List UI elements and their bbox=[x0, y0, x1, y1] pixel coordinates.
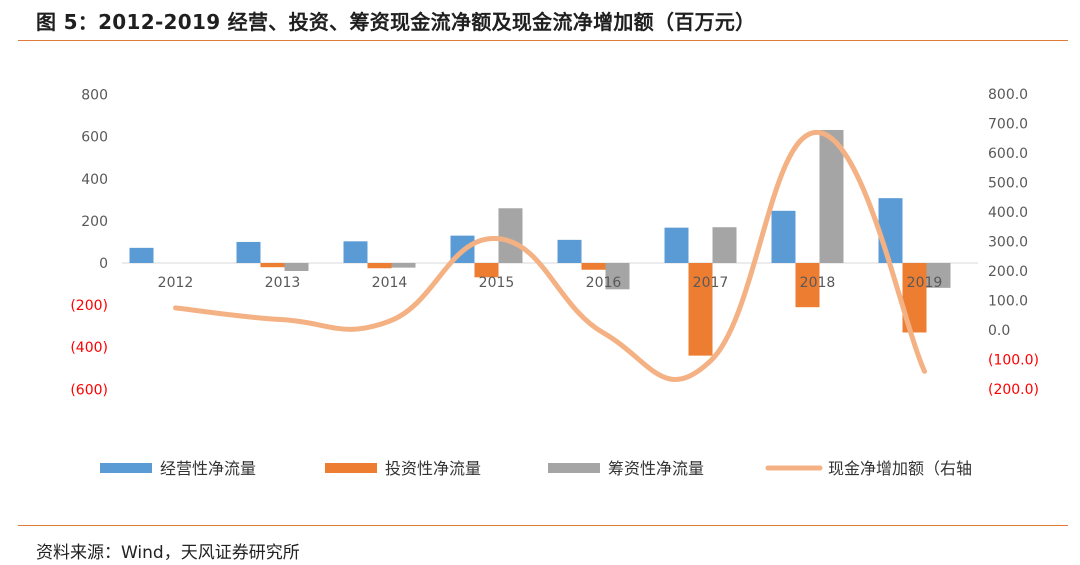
right-axis-tick-label: 400.0 bbox=[988, 205, 1028, 221]
right-axis-tick-label: (200.0) bbox=[988, 382, 1039, 398]
bar-3-2014 bbox=[391, 263, 416, 268]
bar-1-2018 bbox=[771, 210, 796, 263]
left-axis-tick-label: 400 bbox=[81, 172, 108, 188]
bar-3-2016 bbox=[605, 263, 630, 290]
bar-1-2014 bbox=[343, 241, 368, 263]
legend-swatch-3 bbox=[548, 463, 600, 473]
bar-1-2019 bbox=[878, 198, 903, 263]
right-axis-tick-label: 500.0 bbox=[988, 176, 1028, 192]
left-axis-tick-label: (400) bbox=[70, 340, 108, 356]
right-axis-tick-label: 700.0 bbox=[988, 117, 1028, 133]
bar-1-2012 bbox=[129, 247, 154, 263]
right-axis-tick-label: 300.0 bbox=[988, 235, 1028, 251]
right-axis-tick-label: 600.0 bbox=[988, 146, 1028, 162]
x-axis-tick-label: 2018 bbox=[800, 275, 836, 291]
bar-2-2014 bbox=[367, 263, 392, 269]
net-increase-line bbox=[173, 129, 927, 382]
footer-divider bbox=[18, 525, 1068, 526]
left-axis-tick-label: (600) bbox=[70, 382, 108, 398]
header-divider bbox=[18, 40, 1068, 41]
left-axis-tick-label: 200 bbox=[81, 214, 108, 230]
right-axis-tick-label: 0.0 bbox=[988, 323, 1010, 339]
legend-label-4: 现金净增加额（右轴 bbox=[828, 459, 972, 478]
bar-3-2017 bbox=[712, 227, 737, 263]
chart: 800 600 400 200 0 (200) (400) (600) 800.0 700.0 60… bbox=[70, 87, 1039, 478]
left-axis-tick-label: (200) bbox=[70, 298, 108, 314]
source-note: 资料来源：Wind，天风证券研究所 bbox=[36, 543, 300, 563]
bar-3-2013 bbox=[284, 263, 309, 271]
bar-2-2017 bbox=[688, 263, 713, 356]
bar-2-2013 bbox=[260, 263, 285, 268]
bar-3-2015 bbox=[498, 208, 523, 263]
x-axis-tick-label: 2015 bbox=[479, 275, 515, 291]
right-axis-tick-label: 800.0 bbox=[988, 87, 1028, 103]
chart-title: 图 5：2012-2019 经营、投资、筹资现金流净额及现金流净增加额（百万元） bbox=[36, 10, 756, 34]
x-axis-tick-label: 2013 bbox=[265, 275, 301, 291]
bar-2-2016 bbox=[581, 263, 606, 270]
right-axis-tick-label: (100.0) bbox=[988, 353, 1039, 369]
x-axis-tick-label: 2019 bbox=[907, 275, 943, 291]
legend-swatch-2 bbox=[325, 463, 377, 473]
x-axis-tick-label: 2012 bbox=[158, 275, 194, 291]
bar-1-2017 bbox=[664, 227, 689, 263]
x-axis-tick-label: 2017 bbox=[693, 275, 729, 291]
bar-2-2018 bbox=[795, 263, 820, 308]
bar-3-2019 bbox=[926, 263, 951, 288]
legend-label-1: 经营性净流量 bbox=[160, 459, 256, 478]
legend-label-3: 筹资性净流量 bbox=[608, 459, 704, 478]
bar-1-2013 bbox=[236, 241, 261, 263]
left-axis-tick-label: 800 bbox=[81, 88, 108, 104]
x-axis-tick-label: 2016 bbox=[586, 275, 622, 291]
bar-2-2015 bbox=[474, 263, 499, 278]
bar-3-2018 bbox=[819, 129, 844, 263]
right-axis-tick-label: 100.0 bbox=[988, 294, 1028, 310]
bar-1-2016 bbox=[557, 239, 582, 263]
x-axis-tick-label: 2014 bbox=[372, 275, 408, 291]
legend-swatch-1 bbox=[100, 463, 152, 473]
legend-label-2: 投资性净流量 bbox=[385, 459, 481, 478]
right-axis-tick-label: 200.0 bbox=[988, 264, 1028, 280]
left-axis-tick-label: 0 bbox=[99, 256, 108, 272]
left-axis-tick-label: 600 bbox=[81, 130, 108, 146]
